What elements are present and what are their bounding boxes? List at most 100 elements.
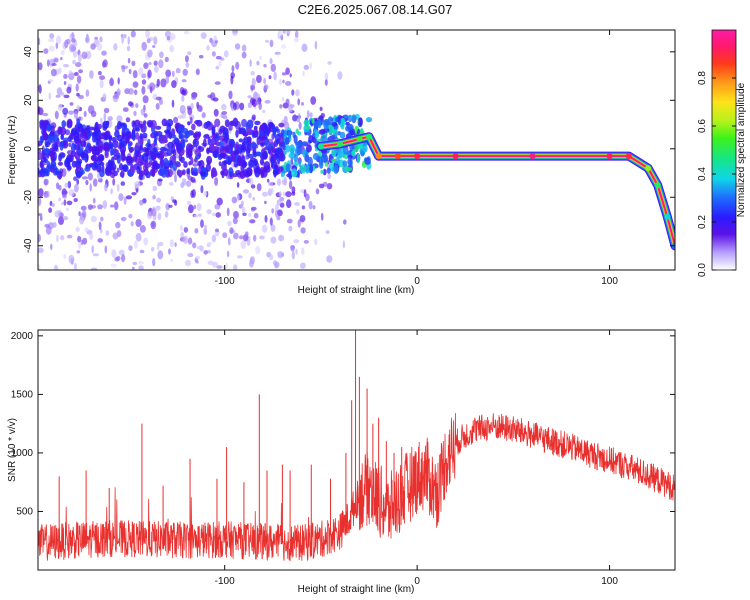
noise-blob (288, 180, 293, 190)
noise-blob (98, 221, 102, 231)
noise-blob (226, 250, 230, 258)
noise-blob (164, 211, 169, 218)
noise-blob (72, 50, 78, 58)
band-blob (318, 129, 326, 135)
band-blob (203, 138, 207, 144)
noise-blob (139, 199, 144, 206)
noise-blob (221, 103, 227, 111)
band-blob (99, 169, 105, 178)
band-blob (300, 164, 307, 174)
band-blob (160, 168, 168, 178)
noise-blob (315, 188, 320, 195)
noise-blob (325, 230, 330, 234)
chart-title: C2E6.2025.067.08.14.G07 (297, 2, 453, 17)
noise-blob (159, 51, 164, 59)
noise-blob (225, 262, 229, 269)
noise-blob (85, 89, 90, 97)
band-blob (139, 170, 145, 177)
band-blob (107, 163, 113, 171)
noise-blob (250, 184, 256, 189)
noise-blob (273, 71, 277, 81)
snr-marks (38, 330, 675, 562)
noise-blob (308, 200, 313, 210)
noise-blob (281, 72, 287, 76)
noise-blob (83, 110, 87, 118)
band-blob (243, 136, 249, 144)
noise-blob (66, 86, 72, 94)
noise-blob (196, 203, 202, 211)
noise-blob (76, 178, 80, 185)
noise-blob (241, 206, 246, 215)
noise-blob (68, 254, 75, 264)
noise-blob (249, 59, 252, 67)
noise-blob (233, 264, 238, 270)
noise-blob (71, 38, 76, 43)
noise-blob (288, 225, 293, 232)
noise-blob (252, 196, 255, 201)
band-blob (343, 114, 349, 119)
noise-blob (130, 221, 134, 227)
noise-blob (183, 235, 189, 244)
y-tick-label: -20 (23, 190, 34, 205)
band-blob (210, 145, 216, 152)
noise-blob (253, 212, 259, 219)
band-blob (174, 137, 179, 143)
noise-blob (318, 183, 325, 189)
noise-blob (103, 107, 110, 114)
noise-blob (69, 43, 75, 53)
band-blob (229, 146, 234, 151)
noise-blob (278, 234, 285, 242)
band-blob (59, 141, 64, 151)
band-blob (234, 149, 240, 155)
noise-blob (143, 62, 149, 69)
band-blob (289, 144, 295, 154)
noise-blob (78, 94, 84, 100)
noise-blob (319, 106, 323, 111)
noise-blob (233, 102, 237, 111)
noise-blob (269, 217, 273, 226)
band-blob (323, 124, 329, 130)
band-blob (306, 144, 312, 153)
noise-blob (171, 70, 175, 78)
band-blob (152, 160, 158, 168)
band-blob (205, 121, 210, 127)
noise-blob (271, 208, 275, 214)
band-blob (263, 165, 268, 173)
band-blob (311, 117, 315, 124)
noise-blob (43, 178, 49, 186)
noise-blob (228, 90, 233, 100)
band-blob (304, 125, 311, 130)
noise-blob (285, 98, 290, 106)
band-blob (169, 160, 173, 169)
noise-blob (184, 55, 189, 63)
band-blob (296, 145, 302, 156)
band-blob (278, 122, 285, 128)
noise-blob (282, 79, 285, 84)
noise-blob (227, 237, 231, 246)
noise-blob (110, 188, 113, 195)
band-blob (64, 158, 71, 168)
band-blob (73, 144, 81, 151)
noise-blob (268, 75, 272, 80)
snr-axes: -100 0 100 500 1000 1500 2000 (11, 330, 675, 587)
band-blob (125, 131, 132, 139)
band-blob (219, 125, 226, 133)
noise-blob (207, 260, 214, 266)
noise-blob (241, 51, 247, 59)
noise-blob (38, 107, 44, 116)
noise-blob (245, 231, 249, 237)
band-blob (139, 123, 144, 129)
band-blob (233, 154, 236, 162)
band-blob (359, 148, 363, 154)
band-blob (275, 126, 279, 132)
ridge-point (625, 153, 632, 160)
noise-blob (274, 261, 280, 269)
noise-blob (165, 69, 172, 78)
noise-blob (156, 78, 160, 87)
noise-blob (279, 190, 282, 197)
colorbar-tick-label: 0.4 (697, 167, 708, 181)
noise-blob (214, 81, 221, 85)
noise-blob (58, 197, 62, 202)
band-blob (314, 131, 319, 139)
noise-blob (169, 44, 175, 53)
